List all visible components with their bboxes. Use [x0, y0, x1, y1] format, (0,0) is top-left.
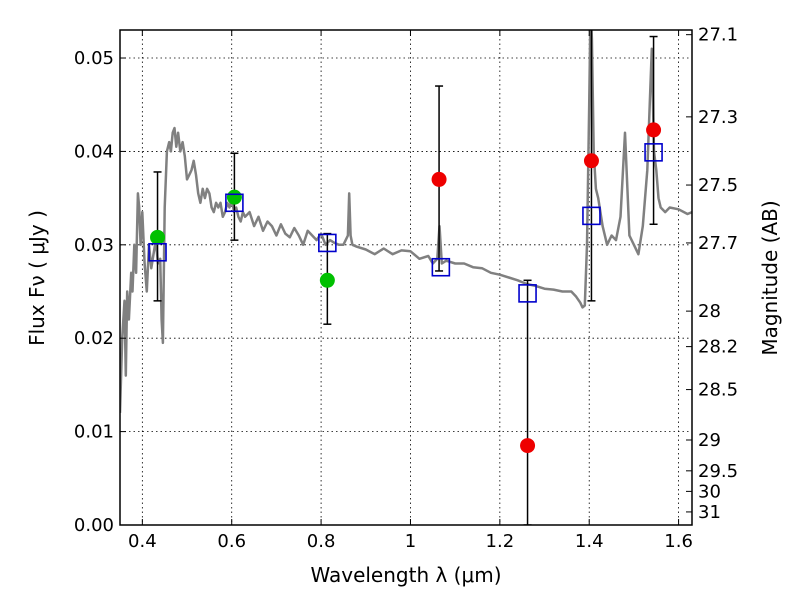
y-axis-label: Flux Fν ( μJy ) [25, 210, 49, 346]
plot-frame [119, 29, 693, 526]
mag-tick-label: 28 [698, 301, 721, 322]
mag-tick-label: 27.3 [698, 107, 738, 128]
x-tick-label: 1.4 [575, 531, 604, 552]
x-tick-label: 1.6 [664, 531, 693, 552]
data-point [583, 153, 599, 169]
x-tick-label: 0.8 [307, 531, 336, 552]
x-tick-label: 0.4 [128, 531, 157, 552]
mag-tick-label: 30 [698, 481, 721, 502]
mag-tick-label: 29.5 [698, 461, 738, 482]
data-point [226, 189, 242, 205]
x-tick-label: 1.2 [486, 531, 515, 552]
data-point [520, 438, 536, 454]
plot-area [120, 30, 692, 525]
x-tick-label: 1 [405, 531, 416, 552]
mag-tick-label: 28.5 [698, 380, 738, 401]
model-band-marker [582, 206, 601, 226]
model-band-marker [431, 257, 451, 277]
data-point [646, 122, 662, 138]
y-tick-label: 0.00 [74, 515, 114, 536]
y-tick-label: 0.05 [74, 48, 114, 69]
y2-axis-label: Magnitude (AB) [758, 200, 782, 355]
model-band-marker [225, 193, 244, 213]
mag-tick-label: 29 [698, 430, 721, 451]
x-tick-label: 0.6 [217, 531, 246, 552]
model-band-marker [518, 284, 537, 303]
model-band-marker [644, 143, 663, 162]
data-point [431, 171, 447, 187]
mag-tick-label: 27.1 [698, 25, 738, 46]
y-tick-label: 0.02 [74, 328, 114, 349]
mag-tick-label: 31 [698, 502, 721, 523]
model-spectrum-line [120, 30, 692, 413]
model-band-marker [318, 233, 337, 253]
data-point [150, 229, 166, 245]
mag-tick-label: 28.2 [698, 337, 738, 358]
y-tick-label: 0.01 [74, 422, 114, 443]
mag-tick-label: 27.5 [698, 175, 738, 196]
axis-ticks: 0.4 0.6 0.8 1 1.2 1.4 1.6 0.00 0.01 0.02 0.03 0.04 0… [74, 25, 738, 552]
x-axis-label: Wavelength λ (μm) [310, 563, 501, 587]
y-tick-label: 0.03 [74, 235, 114, 256]
mag-tick-label: 27.7 [698, 233, 738, 254]
y-tick-label: 0.04 [74, 141, 114, 162]
data-point [319, 272, 335, 288]
model-band-marker [148, 242, 167, 262]
